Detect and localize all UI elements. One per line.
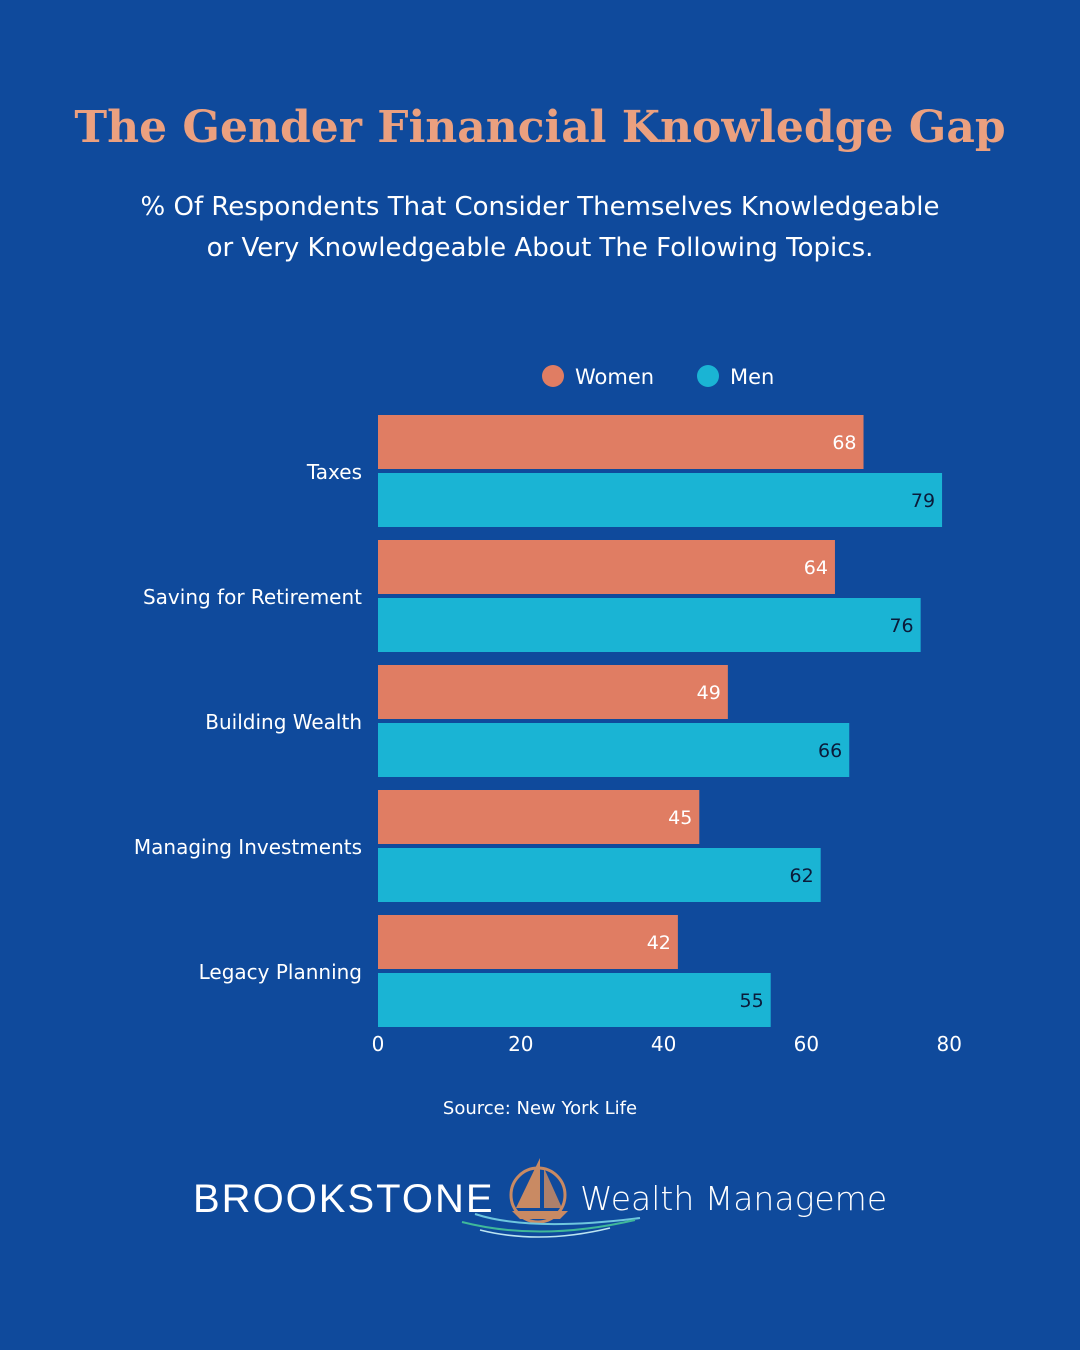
bar-women — [378, 915, 678, 969]
x-tick-label: 40 — [651, 1032, 676, 1056]
bar-value-label: 62 — [789, 865, 813, 887]
category-label: Taxes — [306, 460, 362, 484]
x-tick-label: 60 — [794, 1032, 819, 1056]
category-label: Legacy Planning — [199, 960, 362, 984]
bar-value-label: 45 — [668, 807, 692, 829]
sailboat-icon — [461, 1158, 641, 1238]
bar-women — [378, 540, 835, 594]
legend-marker-women — [542, 365, 564, 387]
category-label: Saving for Retirement — [143, 585, 362, 609]
bar-women — [378, 790, 700, 844]
bar-men — [378, 473, 943, 527]
legend-label-women: Women — [575, 365, 654, 389]
bar-men — [378, 723, 850, 777]
legend-marker-men — [697, 365, 719, 387]
bar-value-label: 79 — [911, 490, 935, 512]
chart-subtitle: % Of Respondents That Consider Themselve… — [140, 192, 940, 263]
x-tick-label: 20 — [508, 1032, 533, 1056]
category-label: Building Wealth — [205, 710, 362, 734]
chart-title: The Gender Financial Knowledge Gap — [74, 102, 1006, 153]
chart-bars: Taxes 68 79 Saving for Retirement 64 76 Buildi… — [134, 415, 943, 1027]
bar-chart: Women Men Taxes 68 79 Saving for Retirement 6… — [134, 365, 962, 1056]
bar-men — [378, 848, 821, 902]
logo-tagline-text: Wealth Management — [580, 1179, 890, 1218]
bar-value-label: 64 — [804, 557, 828, 579]
bar-men — [378, 973, 771, 1027]
bar-men — [378, 598, 921, 652]
bar-value-label: 42 — [647, 932, 671, 954]
bar-value-label: 76 — [889, 615, 913, 637]
bar-women — [378, 665, 728, 719]
bar-value-label: 49 — [697, 682, 721, 704]
source-note: Source: New York Life — [442, 1098, 638, 1119]
logo-brand-text: BROOKSTONE — [193, 1177, 495, 1221]
x-tick-label: 80 — [936, 1032, 961, 1056]
bar-value-label: 66 — [818, 740, 842, 762]
chart-legend: Women Men — [542, 365, 774, 389]
category-label: Managing Investments — [134, 835, 362, 859]
bar-value-label: 68 — [832, 432, 856, 454]
bar-women — [378, 415, 864, 469]
legend-label-men: Men — [730, 365, 774, 389]
company-logo: BROOKSTONE Wealth Management — [193, 1158, 890, 1238]
bar-value-label: 55 — [740, 990, 764, 1012]
x-axis: 0 20 40 60 80 — [372, 1032, 962, 1056]
x-tick-label: 0 — [372, 1032, 385, 1056]
